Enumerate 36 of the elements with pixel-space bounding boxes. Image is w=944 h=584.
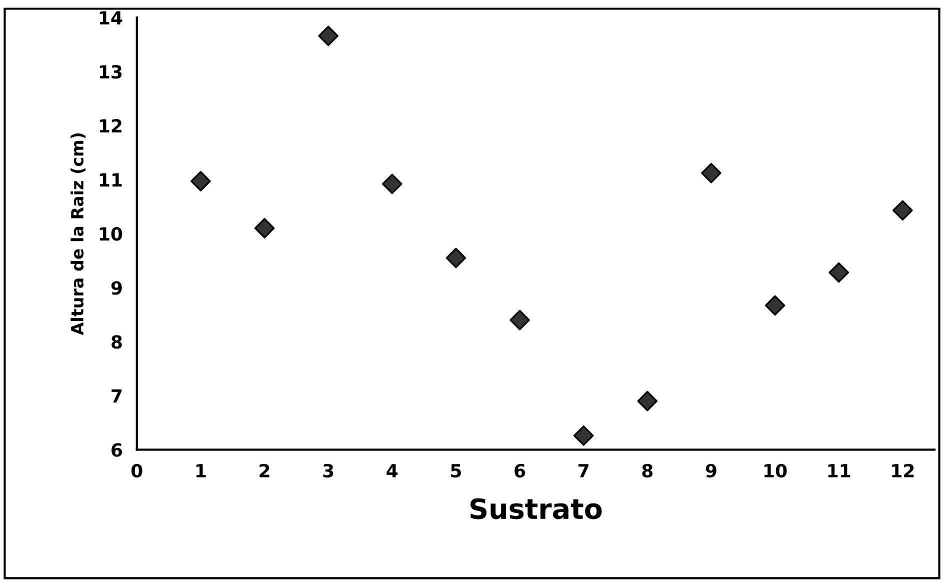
y-tick-label: 11 [100, 173, 122, 186]
point [828, 262, 849, 283]
x-tick-label: 12 [892, 464, 914, 478]
y-tick-label: 12 [100, 119, 122, 132]
x-tick-label: 9 [706, 464, 716, 478]
point [446, 248, 466, 268]
point [764, 295, 786, 316]
y-tick-label: 13 [100, 65, 122, 79]
y-tick-label: 8 [112, 335, 122, 349]
point [701, 162, 722, 184]
point [318, 26, 338, 46]
y-tick-label: 14 [100, 11, 122, 24]
x-tick-label: 0 [131, 464, 142, 478]
y-tick-label: 9 [111, 281, 122, 295]
x-axis-title: Sustrato [470, 498, 602, 520]
point [510, 310, 530, 330]
x-tick-label: 1 [196, 464, 206, 478]
point [382, 174, 402, 194]
x-tick-label: 2 [260, 464, 270, 478]
point [190, 171, 211, 192]
x-tick-label: 11 [828, 464, 850, 478]
y-axis-title: Altura de la Raiz (cm) [70, 133, 86, 336]
y-tick-label: 7 [112, 389, 122, 403]
x-tick-label: 10 [764, 464, 787, 478]
y-tick-label: 6 [112, 443, 122, 457]
x-tick-label: 8 [642, 464, 653, 478]
x-tick-label: 3 [323, 464, 334, 478]
x-tick-label: 4 [386, 464, 398, 478]
x-tick-label: 6 [514, 464, 526, 478]
x-tick-label: 5 [451, 464, 461, 478]
point [637, 390, 658, 412]
point [254, 218, 275, 238]
x-tick-label: 7 [578, 464, 588, 478]
point [573, 425, 594, 446]
y-tick-label: 10 [100, 227, 122, 241]
point [892, 200, 913, 221]
